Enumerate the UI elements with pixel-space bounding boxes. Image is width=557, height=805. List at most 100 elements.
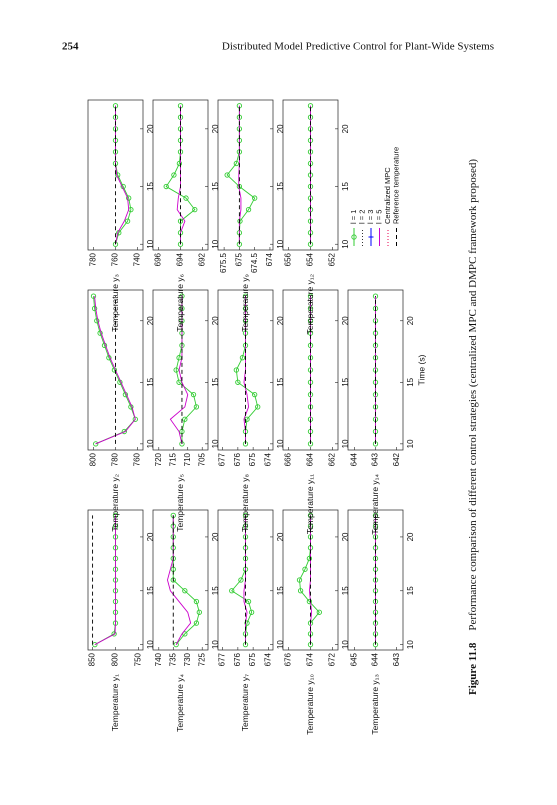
data-point xyxy=(244,620,250,626)
data-point xyxy=(176,379,182,385)
y-axis-label: Temperature y₅ xyxy=(175,474,185,532)
data-point xyxy=(316,609,322,615)
y-tick-label: 740 xyxy=(133,252,142,266)
data-point xyxy=(176,160,183,167)
y-tick-label: 654 xyxy=(306,252,315,266)
data-point xyxy=(224,172,230,178)
data-point xyxy=(233,367,239,373)
data-point xyxy=(245,598,252,605)
x-tick-label: 15 xyxy=(276,586,285,595)
y-tick-label: 656 xyxy=(284,252,293,266)
data-point xyxy=(173,641,179,648)
y-tick-label: 760 xyxy=(111,252,120,266)
y-tick-label: 800 xyxy=(89,452,98,466)
x-tick-label: 15 xyxy=(211,586,220,595)
data-point xyxy=(182,588,188,594)
data-point xyxy=(94,318,100,324)
data-point xyxy=(173,367,179,373)
x-tick-label: 10 xyxy=(211,239,220,248)
plot-frame xyxy=(152,509,209,651)
y-tick-label: 675.5 xyxy=(219,252,228,273)
x-tick-label: 10 xyxy=(146,439,155,448)
data-point xyxy=(239,355,246,361)
y-tick-label: 676 xyxy=(233,452,242,466)
y-tick-label: 644 xyxy=(349,452,358,466)
data-point xyxy=(182,631,188,637)
y-axis-label: Temperature y₈ xyxy=(240,474,250,532)
data-point xyxy=(124,218,131,224)
x-tick-label: 20 xyxy=(341,124,350,133)
y-axis-label: Temperature y₉ xyxy=(240,274,250,332)
data-point xyxy=(171,172,177,178)
x-axis-label: Time (s) xyxy=(416,354,426,385)
y-axis-label: Temperature y₇ xyxy=(240,674,250,731)
y-tick-label: 740 xyxy=(154,652,163,666)
data-point xyxy=(233,160,239,167)
y-axis-label: Temperature y₁₀ xyxy=(305,674,315,735)
x-tick-label: 20 xyxy=(211,316,220,325)
data-point xyxy=(121,428,127,435)
y-tick-label: 662 xyxy=(328,452,337,466)
y-axis-label: Temperature y₁ xyxy=(110,674,120,731)
y-tick-label: 643 xyxy=(371,452,380,466)
y-tick-label: 652 xyxy=(328,252,337,266)
x-tick-label: 15 xyxy=(146,182,155,191)
x-tick-label: 15 xyxy=(406,586,415,595)
data-point xyxy=(196,609,202,615)
legend-label: Reference temperature xyxy=(391,147,400,224)
data-point xyxy=(97,330,103,336)
x-tick-label: 20 xyxy=(146,124,155,133)
running-title: Distributed Model Predictive Control for… xyxy=(222,41,494,53)
y-tick-label: 696 xyxy=(154,252,163,266)
y-tick-label: 720 xyxy=(154,452,163,466)
x-tick-label: 15 xyxy=(341,182,350,191)
y-tick-label: 644 xyxy=(371,652,380,666)
data-point xyxy=(306,555,313,562)
legend-label: l = 1 xyxy=(349,210,358,224)
data-point xyxy=(91,305,98,312)
y-tick-label: 780 xyxy=(89,252,98,266)
data-point xyxy=(163,183,169,190)
y-axis-label: Temperature y₂ xyxy=(110,474,120,532)
x-tick-label: 10 xyxy=(211,439,220,448)
caption-label: Figure 11.8 xyxy=(467,642,479,695)
y-tick-label: 850 xyxy=(88,652,97,666)
y-tick-label: 725 xyxy=(197,652,206,666)
y-axis-label: Temperature y₁₁ xyxy=(305,474,315,534)
y-axis-label: Temperature y₄ xyxy=(175,673,185,731)
data-point xyxy=(248,609,255,615)
x-tick-label: 10 xyxy=(146,239,155,248)
y-axis-label: Temperature y₁₂ xyxy=(305,274,315,335)
data-point xyxy=(111,631,117,637)
data-point xyxy=(302,566,308,572)
data-point xyxy=(252,391,258,398)
y-axis-label: Temperature y₁₄ xyxy=(370,473,380,534)
x-tick-label: 20 xyxy=(276,532,285,541)
y-tick-label: 676 xyxy=(233,652,242,666)
x-tick-label: 15 xyxy=(146,377,155,386)
x-tick-label: 20 xyxy=(146,316,155,325)
data-point xyxy=(193,404,200,410)
x-tick-label: 15 xyxy=(341,586,350,595)
x-tick-label: 10 xyxy=(276,239,285,248)
x-tick-label: 20 xyxy=(211,124,220,133)
y-tick-label: 677 xyxy=(218,652,227,666)
x-tick-label: 10 xyxy=(276,439,285,448)
y-tick-label: 674 xyxy=(264,652,273,666)
data-point xyxy=(183,195,189,201)
data-point xyxy=(182,416,188,422)
x-tick-label: 10 xyxy=(406,640,415,649)
y-tick-label: 674 xyxy=(265,252,274,266)
data-point xyxy=(177,218,184,224)
y-tick-label: 676 xyxy=(284,652,293,666)
legend-label: l = 5 xyxy=(374,210,383,224)
data-point xyxy=(90,293,97,299)
legend-label: Centralized MPC xyxy=(383,167,392,224)
y-tick-label: 692 xyxy=(198,252,207,266)
x-tick-label: 15 xyxy=(406,377,415,386)
y-tick-label: 760 xyxy=(133,452,142,466)
x-tick-label: 20 xyxy=(406,532,415,541)
y-tick-label: 730 xyxy=(183,652,192,666)
legend-marker xyxy=(351,234,357,240)
